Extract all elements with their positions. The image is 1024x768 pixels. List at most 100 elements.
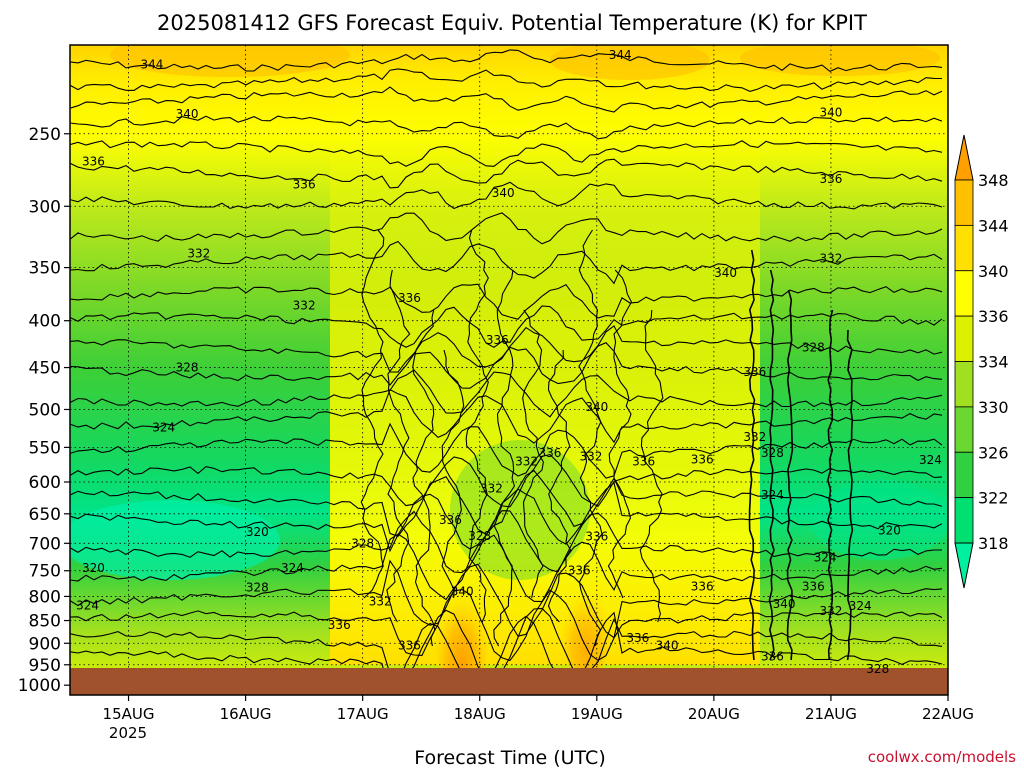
- colorbar-tick-label: 348: [978, 171, 1009, 190]
- contour-line: [607, 269, 633, 599]
- colorbar-segment: [954, 315, 974, 362]
- x-year-label: 2025: [109, 724, 147, 742]
- hot-spot-2: [562, 580, 610, 680]
- plot-frame: [69, 44, 949, 696]
- contour-label: 332: [480, 482, 503, 496]
- y-tick-label: 750: [29, 562, 61, 582]
- contour-label: 340: [773, 597, 796, 611]
- contour-line: [70, 607, 943, 682]
- contour-label: 328: [351, 536, 374, 550]
- x-axis-label: Forecast Time (UTC): [414, 747, 605, 768]
- y-tick-label: 950: [29, 656, 61, 676]
- contour-labels: 344 340 336 336 332 332 328 324 320 320 324 324 328 3…: [76, 48, 942, 676]
- contour-label: 340: [714, 266, 737, 280]
- contour-label: 324: [761, 488, 784, 502]
- contour-label: 324: [281, 561, 304, 575]
- x-tick-label: 16AUG: [220, 705, 272, 723]
- contour-label: 336: [568, 564, 591, 578]
- colorbar-tick-label: 344: [978, 216, 1009, 235]
- contour-label: 324: [152, 420, 175, 434]
- contour-label: 336: [802, 579, 825, 593]
- contour-line: [70, 369, 943, 418]
- colorbar-tick-label: 340: [978, 262, 1009, 281]
- warm-column-2: [610, 45, 760, 665]
- colorbar-tick-label: 318: [978, 534, 1009, 553]
- contour-line: [768, 269, 775, 661]
- colorbar-segment: [954, 406, 974, 453]
- contour-line: [70, 115, 943, 140]
- contour-label: 324: [814, 550, 837, 564]
- colorbar-segment: [954, 224, 974, 272]
- y-tick-label: 500: [29, 400, 61, 420]
- contour-label: 336: [585, 529, 608, 543]
- plot-field: [70, 45, 948, 695]
- contour-label: 336: [398, 291, 421, 305]
- contour-line: [70, 49, 943, 73]
- upper-warm-1: [110, 45, 350, 77]
- contour-label: 328: [176, 361, 199, 375]
- contour-line: [360, 229, 385, 599]
- cool-pocket-1: [70, 500, 280, 580]
- contour-line: [748, 249, 756, 661]
- contour-lines: [70, 49, 943, 695]
- y-tick-label: 600: [29, 473, 61, 493]
- contour-line: [70, 422, 943, 479]
- y-tick-label: 450: [29, 359, 61, 379]
- y-tick-label: 350: [29, 259, 61, 279]
- y-tick-label: 250: [29, 125, 61, 145]
- contour-line: [386, 269, 411, 623]
- contour-line: [639, 309, 664, 623]
- contour-label: 344: [609, 48, 632, 62]
- contour-label: 340: [492, 186, 515, 200]
- contour-line: [493, 269, 515, 647]
- y-axis: 2503003504004505005506006507007508008509…: [18, 125, 70, 696]
- ground-below-surface: [70, 668, 948, 695]
- contour-line: [70, 482, 943, 553]
- mid-pocket: [450, 440, 590, 580]
- contour-label: 328: [246, 580, 269, 594]
- contour-label: 336: [486, 333, 509, 347]
- contour-line: [70, 611, 943, 695]
- contour-label: 320: [878, 524, 901, 538]
- contour-label: 336: [819, 172, 842, 186]
- contour-label: 344: [140, 57, 163, 71]
- contour-label: 336: [328, 618, 351, 632]
- x-tick-label: 19AUG: [571, 705, 623, 723]
- y-tick-label: 550: [29, 438, 61, 458]
- colorbar-segment: [954, 497, 974, 544]
- contour-line: [522, 309, 544, 599]
- contour-label: 336: [626, 631, 649, 645]
- y-tick-label: 1000: [18, 676, 61, 696]
- contour-label: 332: [743, 430, 766, 444]
- colorbar-tick-label: 336: [978, 307, 1009, 326]
- contour-label: 336: [761, 649, 784, 663]
- contour-label: 332: [187, 247, 210, 261]
- colorbar-top-arrow: [954, 134, 974, 181]
- contour-label: 332: [819, 251, 842, 265]
- contour-line: [786, 289, 794, 661]
- hot-spot-1: [436, 580, 488, 695]
- contour-label: 320: [82, 561, 105, 575]
- contour-line: [465, 229, 489, 623]
- contour-label: 340: [819, 106, 842, 120]
- x-tick-label: 18AUG: [454, 705, 506, 723]
- contour-label: 324: [849, 599, 872, 613]
- contour-line: [547, 349, 572, 623]
- contour-label: 336: [82, 154, 105, 168]
- contour-line: [70, 342, 943, 389]
- contour-line: [70, 510, 942, 574]
- contour-line: [70, 453, 943, 508]
- contour-label: 340: [176, 107, 199, 121]
- contour-label: 328: [761, 446, 784, 460]
- contour-label: 340: [451, 584, 474, 598]
- contour-line: [70, 559, 943, 639]
- contour-line: [70, 240, 943, 285]
- contour-label: 332: [293, 299, 316, 313]
- colorbar-tick-label: 326: [978, 443, 1009, 462]
- y-tick-label: 700: [29, 534, 61, 554]
- contour-label: 336: [691, 452, 714, 466]
- contour-label: 336: [293, 177, 316, 191]
- contour-line: [70, 589, 943, 662]
- contour-label: 336: [691, 579, 714, 593]
